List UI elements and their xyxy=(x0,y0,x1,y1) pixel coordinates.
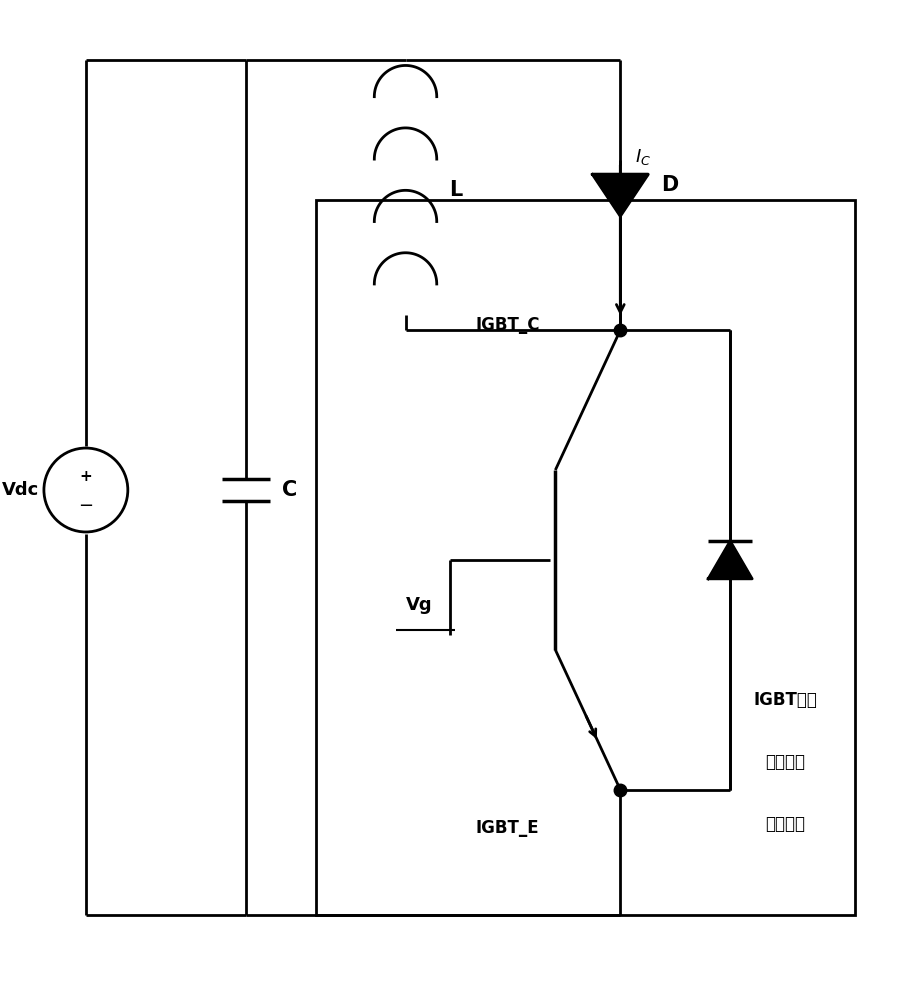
Bar xyxy=(316,200,855,915)
Text: +: + xyxy=(80,469,93,484)
Text: 检测系统: 检测系统 xyxy=(766,815,805,833)
Text: L: L xyxy=(449,180,462,200)
Polygon shape xyxy=(708,541,752,579)
Text: 结温在线: 结温在线 xyxy=(766,753,805,771)
Text: D: D xyxy=(661,175,678,195)
Text: IGBT_E: IGBT_E xyxy=(475,819,539,837)
Polygon shape xyxy=(592,174,649,216)
Text: C: C xyxy=(282,480,297,500)
Text: $I_C$: $I_C$ xyxy=(635,147,651,167)
Text: Vg: Vg xyxy=(405,596,432,614)
Text: IGBT_C: IGBT_C xyxy=(475,316,540,334)
Text: −: − xyxy=(78,497,93,515)
Text: Vdc: Vdc xyxy=(3,481,40,499)
Text: IGBT模块: IGBT模块 xyxy=(753,691,817,709)
